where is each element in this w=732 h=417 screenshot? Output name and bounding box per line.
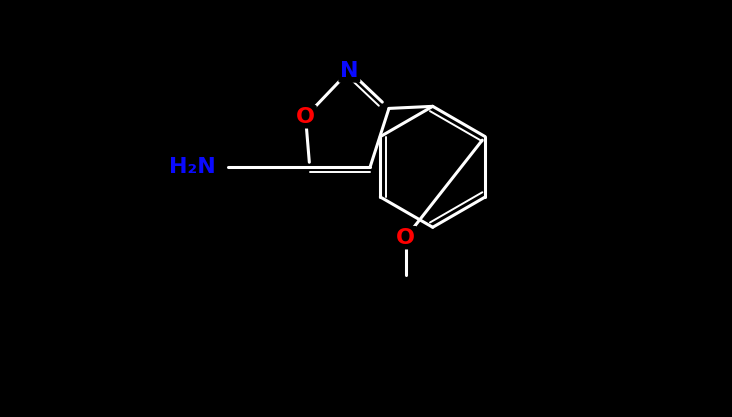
Text: O: O — [296, 107, 315, 127]
Text: H₂N: H₂N — [169, 157, 216, 177]
Text: N: N — [340, 61, 359, 81]
Text: O: O — [396, 228, 415, 248]
